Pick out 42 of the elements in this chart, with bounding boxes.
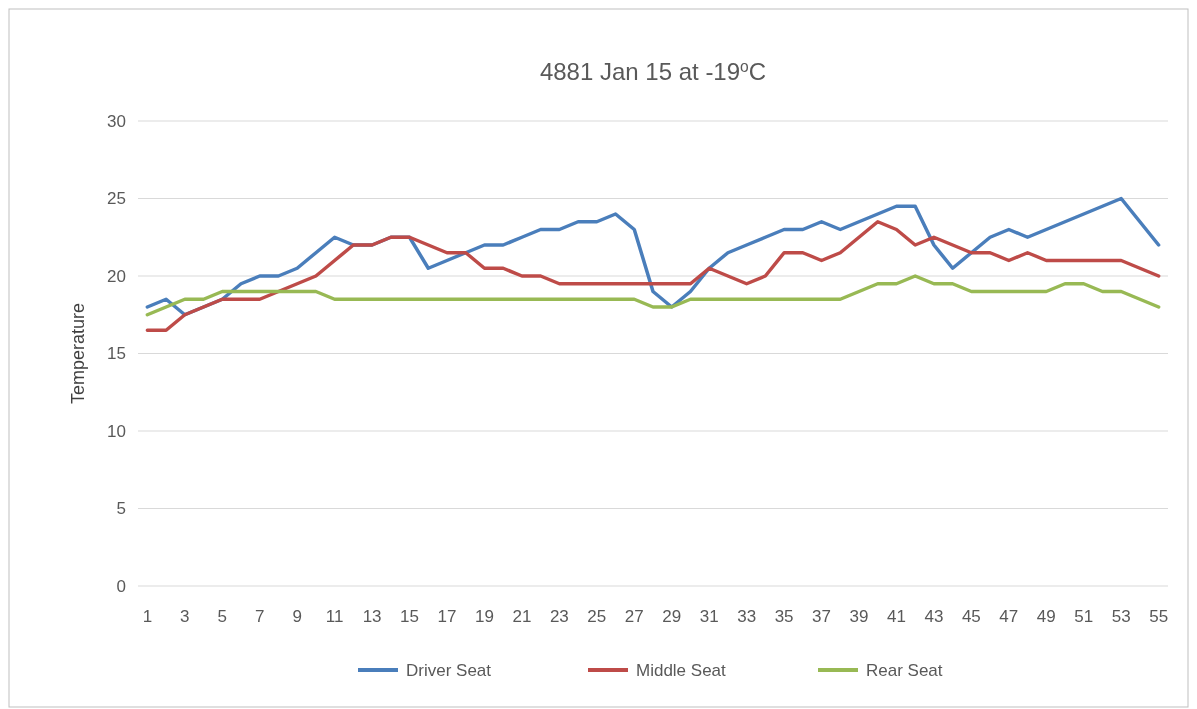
y-tick-label: 0	[116, 576, 126, 596]
legend-label: Rear Seat	[866, 660, 943, 680]
line-series	[145, 274, 1161, 317]
x-tick-label: 37	[812, 607, 832, 626]
x-tick-label: 35	[774, 607, 794, 626]
y-tick-label: 20	[107, 266, 126, 286]
x-tick-label: 7	[254, 607, 265, 626]
x-tick-label: 53	[1111, 607, 1131, 626]
x-tick-label: 39	[849, 607, 869, 626]
x-tick-label: 33	[737, 607, 757, 626]
y-axis-title: Temperature	[68, 302, 88, 405]
x-tick-label: 9	[292, 607, 302, 626]
x-tick-label: 29	[662, 607, 682, 626]
x-tick-label: 13	[362, 607, 382, 626]
x-tick-label: 5	[217, 607, 228, 626]
line-series	[145, 220, 1161, 332]
x-tick-label: 49	[1036, 607, 1056, 626]
x-tick-label: 25	[587, 607, 607, 626]
x-tick-label: 1	[142, 607, 153, 626]
x-tick-label: 15	[400, 607, 420, 626]
x-tick-label: 11	[325, 607, 344, 626]
x-tick-label: 55	[1149, 607, 1169, 626]
x-tick-label: 31	[699, 607, 719, 626]
legend-label: Middle Seat	[636, 660, 727, 680]
x-tick-label: 17	[437, 607, 457, 626]
y-tick-label: 5	[116, 499, 126, 519]
x-tick-label: 43	[924, 607, 944, 626]
x-tick-label: 23	[549, 607, 569, 626]
y-tick-label: 25	[107, 189, 126, 209]
y-tick-label: 10	[107, 421, 126, 441]
x-tick-label: 21	[512, 607, 532, 626]
x-tick-label: 27	[624, 607, 644, 626]
x-tick-label: 41	[886, 607, 906, 626]
y-tick-label: 15	[107, 344, 126, 364]
x-tick-label: 47	[999, 607, 1019, 626]
legend-label: Driver Seat	[406, 660, 492, 680]
chart-title: 4881 Jan 15 at -19$^{o}$C	[539, 57, 767, 85]
x-tick-label: 3	[180, 607, 190, 626]
y-tick-label: 30	[107, 111, 126, 131]
x-tick-label: 51	[1074, 607, 1094, 626]
x-tick-label: 19	[474, 607, 494, 626]
x-tick-label: 45	[961, 607, 981, 626]
